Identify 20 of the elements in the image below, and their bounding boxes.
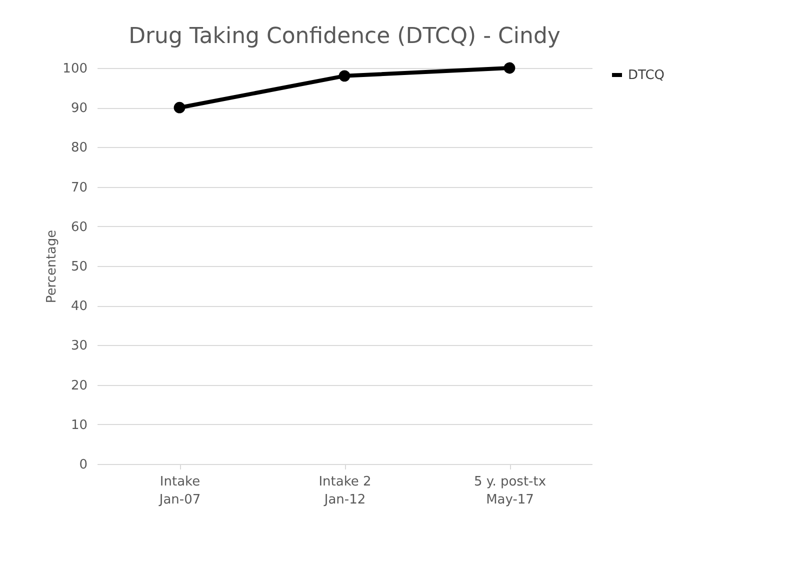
point (338, 70, 350, 82)
y-tick-label: 50 (70, 260, 88, 274)
y-tick-label: 40 (70, 299, 88, 314)
x-tick-label: 5 y. post-tx May-17 (474, 474, 546, 508)
chart-title: Drug Taking Confidence (DTCQ) - Cindy (128, 24, 560, 49)
y-tick-label: 60 (70, 220, 88, 235)
y-tick-label: 70 (70, 180, 88, 196)
x-tick-label: Intake 2 Jan-12 (318, 474, 372, 508)
y-axis-title: Percentage (44, 230, 60, 304)
y-tick-label: 20 (70, 378, 88, 394)
x-tick-label: Intake Jan-07 (158, 474, 201, 508)
legend-label: DTCQ (628, 68, 664, 83)
y-tick-label: 30 (70, 338, 88, 354)
y-tick-label: 90 (70, 101, 88, 116)
y-tick-label: 0 (79, 458, 88, 472)
y-tick-label: 80 (70, 140, 88, 156)
y-tick-label: 100 (62, 62, 88, 76)
point (174, 102, 186, 114)
point (504, 62, 516, 74)
y-tick-label: 10 (70, 418, 88, 433)
